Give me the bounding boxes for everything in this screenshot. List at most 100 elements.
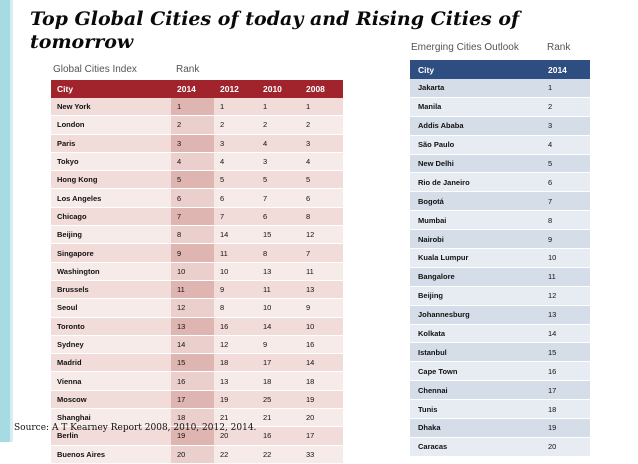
rank-2008-cell: 1 (300, 98, 343, 117)
rank-2014-cell: 15 (540, 342, 590, 363)
city-cell: Tokyo (51, 152, 171, 172)
city-cell: London (51, 115, 171, 135)
rank-2014-cell: 4 (171, 152, 214, 172)
global-index-rank-label: Rank (176, 64, 200, 75)
rank-2010-cell: 25 (257, 390, 300, 410)
table-row: Kolkata 14 (410, 324, 590, 344)
rank-2010-cell: 15 (257, 225, 300, 245)
rank-2014-cell: 5 (171, 170, 214, 190)
city-cell: Caracas (410, 437, 540, 457)
rank-2014-cell: 9 (171, 243, 214, 263)
rank-2014-cell: 20 (171, 445, 214, 464)
table-row: Chennai 17 (410, 380, 590, 401)
city-cell: Madrid (51, 353, 171, 373)
rank-2014-cell: 12 (171, 298, 214, 318)
rank-2008-cell: 6 (300, 188, 343, 208)
city-cell: Rio de Janeiro (410, 172, 540, 193)
rank-2008-cell: 16 (300, 335, 343, 355)
city-cell: Buenos Aires (51, 445, 171, 464)
table-row: Chicago 7 7 6 8 (51, 207, 343, 227)
table-row: Bogotá 7 (410, 191, 590, 212)
city-cell: Kolkata (410, 324, 540, 344)
table-row: Tunis 18 (410, 399, 590, 420)
table-row: Rio de Janeiro 6 (410, 172, 590, 193)
rank-2014-cell: 14 (171, 335, 214, 355)
rank-2014-cell: 18 (540, 399, 590, 420)
table-row: Seoul 12 8 10 9 (51, 298, 343, 318)
table-row: Kuala Lumpur 10 (410, 248, 590, 268)
rank-2012-cell: 4 (214, 152, 257, 172)
table-row: Los Angeles 6 6 7 6 (51, 188, 343, 208)
rank-2010-cell: 6 (257, 207, 300, 227)
city-cell: Tunis (410, 399, 540, 420)
rank-2014-cell: 19 (540, 418, 590, 438)
rank-2012-cell: 12 (214, 335, 257, 355)
rank-2010-cell: 22 (257, 445, 300, 464)
table-row: Johannesburg 13 (410, 305, 590, 325)
city-cell: Mumbai (410, 210, 540, 231)
table-row: Manila 2 (410, 97, 590, 117)
rank-2014-cell: 13 (540, 305, 590, 325)
city-cell: Addis Ababa (410, 116, 540, 136)
global-index-heading: Global Cities Index (53, 64, 137, 75)
rank-2014-cell: 8 (171, 225, 214, 245)
rank-2014-cell: 12 (540, 286, 590, 306)
rank-2008-cell: 17 (300, 426, 343, 446)
table-row: Jakarta 1 (410, 79, 590, 98)
rank-2008-cell: 11 (300, 262, 343, 281)
rank-2014-cell: 6 (171, 188, 214, 208)
table-row: Bangalore 11 (410, 267, 590, 287)
rank-2014-cell: 4 (540, 135, 590, 155)
table-row: Cape Town 16 (410, 361, 590, 382)
table-row: Buenos Aires 20 22 22 33 (51, 445, 343, 464)
table-row: Sydney 14 12 9 16 (51, 335, 343, 355)
city-cell: Cape Town (410, 361, 540, 382)
rank-2012-cell: 8 (214, 298, 257, 318)
column-header-2010: 2010 (257, 80, 300, 98)
rank-2014-cell: 19 (171, 426, 214, 446)
table-row: Madrid 15 18 17 14 (51, 353, 343, 373)
rank-2014-cell: 11 (540, 267, 590, 287)
city-cell: Berlin (51, 426, 171, 446)
city-cell: Los Angeles (51, 188, 171, 208)
rank-2010-cell: 5 (257, 170, 300, 190)
rank-2014-cell: 16 (171, 371, 214, 391)
rank-2014-cell: 8 (540, 210, 590, 231)
rank-2008-cell: 2 (300, 115, 343, 135)
rank-2010-cell: 8 (257, 243, 300, 263)
table-row: Dhaka 19 (410, 418, 590, 438)
rank-2012-cell: 7 (214, 207, 257, 227)
global-cities-index-table: City 2014 2012 2010 2008 New York 1 1 1 1 Lon… (51, 80, 343, 464)
rank-2012-cell: 3 (214, 134, 257, 153)
table-row: Hong Kong 5 5 5 5 (51, 170, 343, 190)
rank-2008-cell: 5 (300, 170, 343, 190)
city-cell: Bangalore (410, 267, 540, 287)
rank-2008-cell: 13 (300, 280, 343, 300)
city-cell: Washington (51, 262, 171, 281)
rank-2014-cell: 18 (171, 408, 214, 428)
rank-2012-cell: 10 (214, 262, 257, 281)
rank-2008-cell: 9 (300, 298, 343, 318)
slide-accent-bar (0, 0, 10, 442)
rank-2010-cell: 13 (257, 262, 300, 281)
rank-2014-cell: 9 (540, 229, 590, 250)
rank-2012-cell: 16 (214, 317, 257, 336)
rank-2014-cell: 3 (540, 116, 590, 136)
city-cell: Brussels (51, 280, 171, 300)
rank-2010-cell: 2 (257, 115, 300, 135)
table-row: London 2 2 2 2 (51, 115, 343, 135)
city-cell: Beijing (410, 286, 540, 306)
city-cell: Beijing (51, 225, 171, 245)
rank-2012-cell: 1 (214, 98, 257, 117)
global-index-title: Global Cities Index (53, 64, 137, 75)
rank-2010-cell: 10 (257, 298, 300, 318)
rank-2008-cell: 4 (300, 152, 343, 172)
rank-2014-cell: 14 (540, 324, 590, 344)
column-header-city: City (51, 80, 171, 98)
rank-2008-cell: 33 (300, 445, 343, 464)
table-row: Beijing 12 (410, 286, 590, 306)
city-cell: Dhaka (410, 418, 540, 438)
rank-2014-cell: 1 (540, 79, 590, 98)
table-row: Nairobi 9 (410, 229, 590, 250)
rank-2012-cell: 2 (214, 115, 257, 135)
